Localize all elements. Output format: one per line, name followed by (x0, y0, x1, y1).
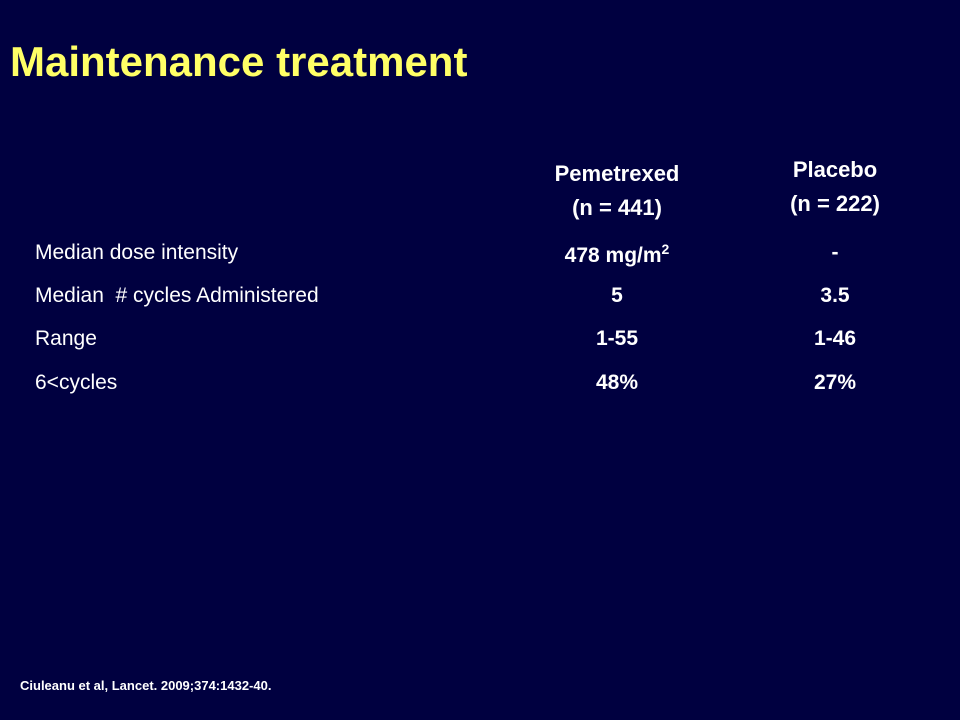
cell-value: 3.5 (820, 284, 850, 307)
header-line: (n = 222) (790, 191, 880, 216)
cell-value: 5 (611, 284, 623, 307)
citation: Ciuleanu et al, Lancet. 2009;374:1432-40… (20, 678, 272, 693)
superscript: 2 (661, 241, 670, 257)
header-line: Placebo (792, 157, 878, 182)
cell-value: 27% (813, 371, 857, 394)
cell-value: 48% (595, 371, 639, 394)
row-label: Median dose intensity (35, 241, 239, 264)
title: Maintenance treatment (10, 38, 468, 85)
cell-value: 1-55 (595, 327, 639, 350)
cell-value: 478 mg/m2 (507, 241, 727, 268)
row-label: Median # cycles Administered (35, 284, 319, 307)
cell-text: 478 mg/m (564, 244, 662, 267)
column-header: Placebo (n = 222) (725, 153, 945, 221)
row-label: Range (35, 327, 97, 350)
column-header: Pemetrexed (n = 441) (507, 157, 727, 225)
row-label: 6<cycles (35, 371, 118, 394)
cell-value: - (831, 241, 839, 264)
header-line: (n = 441) (572, 195, 662, 220)
header-line: Pemetrexed (554, 161, 680, 186)
cell-value: 1-46 (813, 327, 857, 350)
